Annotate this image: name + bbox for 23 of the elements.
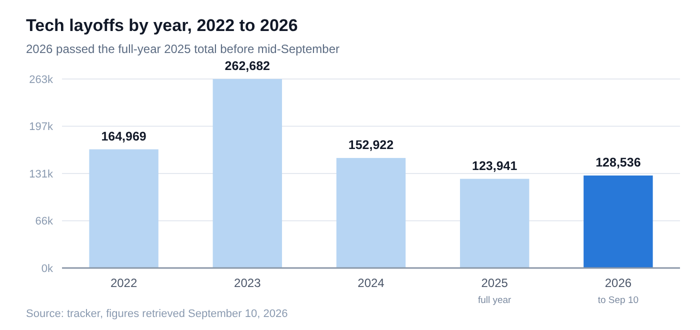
- x-tick-label: 2022: [110, 276, 138, 290]
- source-note: Source: tracker, figures retrieved September 10, 2026: [26, 308, 288, 320]
- y-tick-label: 263k: [29, 74, 54, 86]
- y-tick-label: 0k: [41, 262, 54, 275]
- bar: [584, 176, 653, 268]
- x-tick-label: 2025 full year: [478, 276, 512, 306]
- bar: [460, 178, 530, 268]
- x-tick-label: 2024: [358, 276, 385, 290]
- bar: [336, 158, 406, 268]
- bar: [212, 79, 282, 268]
- data-label: 164,969: [101, 129, 146, 144]
- y-tick-label: 131k: [29, 168, 54, 180]
- data-label: 262,682: [224, 59, 270, 73]
- x-tick-label: 2026 to Sep 10: [598, 276, 639, 306]
- y-tick-label: 197k: [29, 121, 54, 134]
- chart-subtitle: 2026 passed the full-year 2025 total before mid-September: [26, 42, 340, 56]
- x-tick-label: 2023: [234, 276, 262, 290]
- chart-title: Tech layoffs by year, 2022 to 2026: [26, 16, 298, 35]
- y-tick-label: 66k: [35, 216, 54, 228]
- data-label: 128,536: [596, 156, 641, 170]
- data-label: 123,941: [472, 158, 518, 173]
- data-label: 152,922: [348, 138, 394, 152]
- bar: [89, 149, 158, 268]
